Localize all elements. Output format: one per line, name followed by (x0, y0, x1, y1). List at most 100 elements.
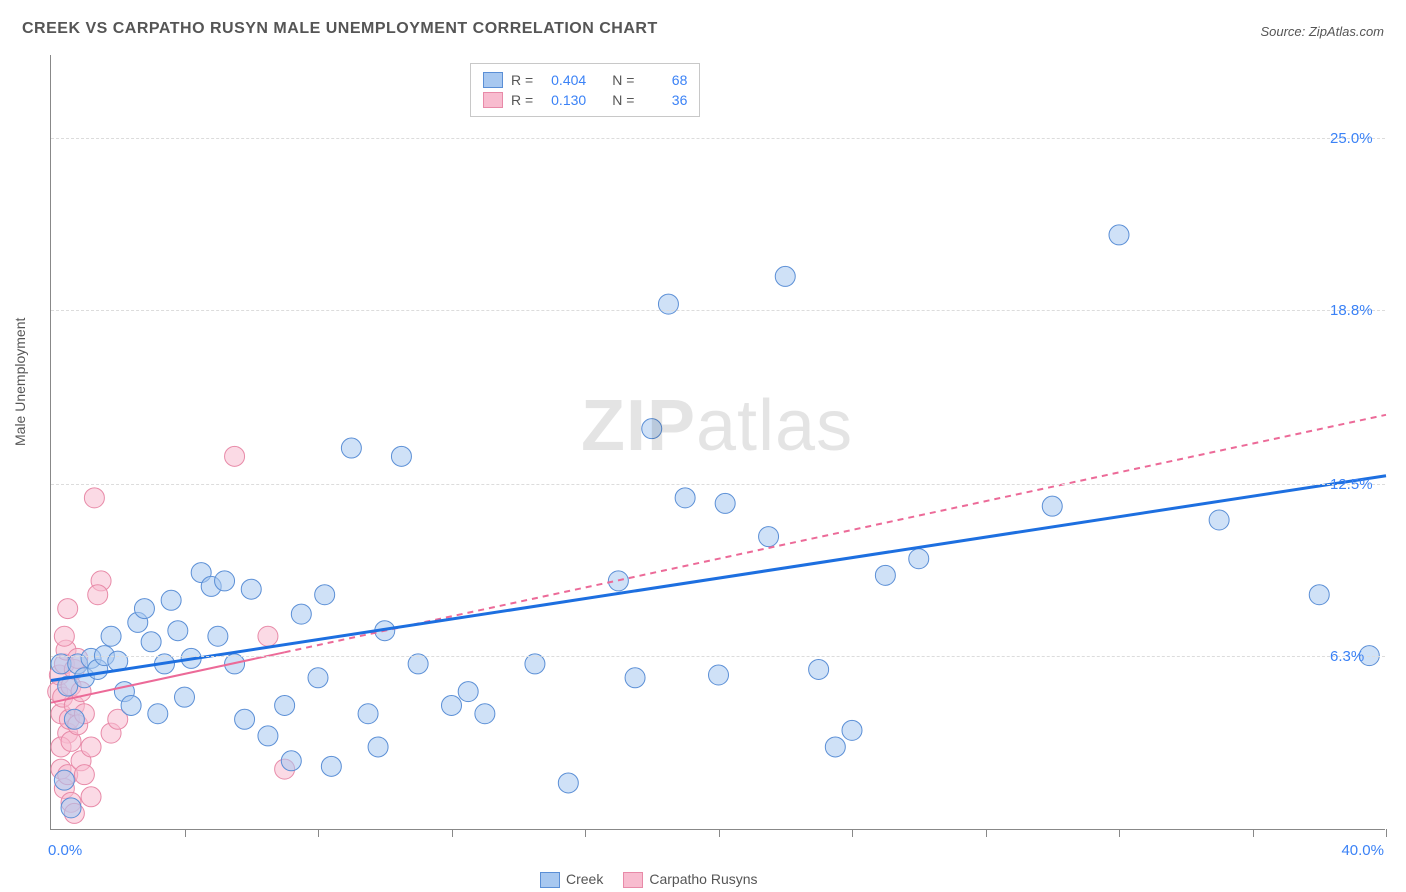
data-point (675, 488, 695, 508)
data-point (875, 565, 895, 585)
data-point (558, 773, 578, 793)
data-point (625, 668, 645, 688)
legend-label-carpatho: Carpatho Rusyns (649, 871, 757, 887)
data-point (709, 665, 729, 685)
x-tick (452, 829, 453, 837)
legend-stats-carpatho: R = 0.130 N = 36 (483, 90, 687, 110)
legend-swatch-creek-icon (540, 872, 560, 888)
legend-label-creek: Creek (566, 871, 603, 887)
x-tick (1253, 829, 1254, 837)
x-axis-max: 40.0% (1341, 842, 1384, 859)
data-point (315, 585, 335, 605)
legend-swatch-creek (483, 72, 503, 88)
legend-swatch-carpatho-icon (623, 872, 643, 888)
x-axis-min: 0.0% (48, 842, 82, 859)
data-point (458, 682, 478, 702)
data-point (775, 266, 795, 286)
creek-r-value: 0.404 (541, 72, 586, 88)
y-axis-value: 25.0% (1330, 130, 1373, 147)
data-point (54, 626, 74, 646)
legend-item-creek: Creek (540, 871, 603, 888)
data-point (759, 527, 779, 547)
data-point (215, 571, 235, 591)
data-point (642, 419, 662, 439)
data-point (275, 695, 295, 715)
data-point (208, 626, 228, 646)
legend-series: Creek Carpatho Rusyns (540, 871, 758, 888)
y-axis-value: 18.8% (1330, 302, 1373, 319)
chart-title: CREEK VS CARPATHO RUSYN MALE UNEMPLOYMEN… (22, 20, 658, 38)
data-point (88, 585, 108, 605)
data-point (1109, 225, 1129, 245)
data-point (148, 704, 168, 724)
trend-line (285, 415, 1386, 652)
source-attribution: Source: ZipAtlas.com (1260, 24, 1384, 39)
legend-stats: R = 0.404 N = 68 R = 0.130 N = 36 (470, 63, 700, 117)
x-tick (585, 829, 586, 837)
data-point (81, 787, 101, 807)
x-tick (1119, 829, 1120, 837)
data-point (1309, 585, 1329, 605)
data-point (58, 599, 78, 619)
plot-area: ZIPatlas (50, 55, 1385, 830)
data-point (175, 687, 195, 707)
x-tick (986, 829, 987, 837)
legend-swatch-carpatho (483, 92, 503, 108)
carpatho-r-value: 0.130 (541, 92, 586, 108)
data-point (141, 632, 161, 652)
data-point (64, 709, 84, 729)
gridline (51, 656, 1385, 657)
data-point (258, 726, 278, 746)
gridline (51, 484, 1385, 485)
data-point (658, 294, 678, 314)
data-point (358, 704, 378, 724)
creek-n-value: 68 (642, 72, 687, 88)
data-point (168, 621, 188, 641)
data-point (308, 668, 328, 688)
data-point (321, 756, 341, 776)
data-point (225, 446, 245, 466)
gridline (51, 310, 1385, 311)
scatter-svg (51, 55, 1385, 829)
legend-stats-creek: R = 0.404 N = 68 (483, 70, 687, 90)
data-point (258, 626, 278, 646)
data-point (134, 599, 154, 619)
data-point (161, 590, 181, 610)
data-point (408, 654, 428, 674)
data-point (475, 704, 495, 724)
data-point (61, 798, 81, 818)
data-point (81, 737, 101, 757)
data-point (1209, 510, 1229, 530)
data-point (101, 626, 121, 646)
data-point (391, 446, 411, 466)
carpatho-n-value: 36 (642, 92, 687, 108)
x-tick (318, 829, 319, 837)
gridline (51, 138, 1385, 139)
legend-item-carpatho: Carpatho Rusyns (623, 871, 757, 888)
x-tick (852, 829, 853, 837)
data-point (1042, 496, 1062, 516)
data-point (74, 765, 94, 785)
data-point (715, 493, 735, 513)
x-tick (1386, 829, 1387, 837)
data-point (121, 695, 141, 715)
data-point (825, 737, 845, 757)
x-tick (719, 829, 720, 837)
y-axis-label: Male Unemployment (12, 318, 28, 446)
data-point (809, 659, 829, 679)
data-point (281, 751, 301, 771)
y-axis-value: 12.5% (1330, 476, 1373, 493)
data-point (368, 737, 388, 757)
data-point (842, 720, 862, 740)
data-point (84, 488, 104, 508)
data-point (341, 438, 361, 458)
data-point (241, 579, 261, 599)
data-point (909, 549, 929, 569)
data-point (235, 709, 255, 729)
x-tick (185, 829, 186, 837)
data-point (291, 604, 311, 624)
y-axis-value: 6.3% (1330, 648, 1364, 665)
data-point (525, 654, 545, 674)
data-point (54, 770, 74, 790)
data-point (442, 695, 462, 715)
